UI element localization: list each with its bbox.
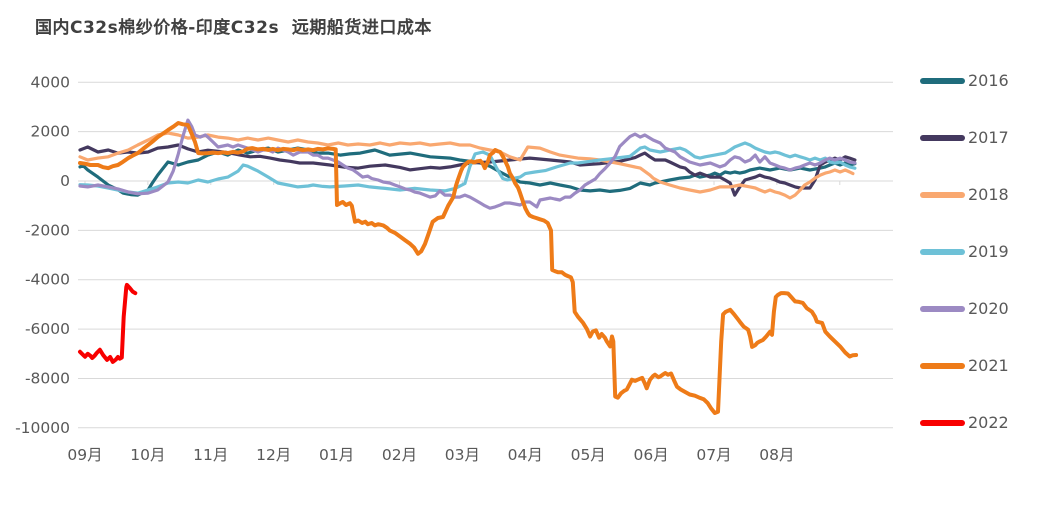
x-axis-tick-label-04月: 04月 <box>508 446 543 464</box>
legend-item-2019: 2019 <box>920 242 1009 262</box>
legend-label: 2022 <box>968 413 1009 432</box>
series-line-2019 <box>78 141 857 195</box>
y-axis-tick-label: -8000 <box>25 369 70 387</box>
x-axis-tick-label-12月: 12月 <box>256 446 291 464</box>
series-line-2018 <box>78 131 855 200</box>
legend-item-2022: 2022 <box>920 413 1009 433</box>
series-line-2022 <box>78 282 138 364</box>
legend-label: 2020 <box>968 299 1009 318</box>
y-axis-tick-label: -4000 <box>25 271 70 289</box>
x-axis-tick-label-07月: 07月 <box>696 446 731 464</box>
y-axis-tick-label: -6000 <box>25 320 70 338</box>
legend-swatch-2019 <box>920 249 965 255</box>
legend-swatch-2020 <box>920 306 965 312</box>
legend-label: 2021 <box>968 356 1009 375</box>
x-axis-tick-label-10月: 10月 <box>130 446 165 464</box>
x-axis-tick-label-01月: 01月 <box>319 446 354 464</box>
y-axis-tick-label: -2000 <box>25 221 70 239</box>
legend-label: 2017 <box>968 128 1009 147</box>
y-axis-tick-label: 4000 <box>31 73 70 91</box>
series-line-2016 <box>78 146 857 197</box>
x-axis-tick-label-05月: 05月 <box>571 446 606 464</box>
legend-item-2020: 2020 <box>920 299 1009 319</box>
x-axis-tick-label-09月: 09月 <box>67 446 102 464</box>
legend-label: 2019 <box>968 242 1009 261</box>
x-axis-tick-label-06月: 06月 <box>633 446 668 464</box>
legend-label: 2018 <box>968 185 1009 204</box>
x-axis-tick-label-03月: 03月 <box>445 446 480 464</box>
legend-swatch-2021 <box>920 363 965 369</box>
series-line-2020 <box>78 118 857 210</box>
y-axis-tick-label: -10000 <box>15 419 70 437</box>
series-line-2021 <box>78 121 859 415</box>
y-axis-tick-label: 0 <box>60 172 70 190</box>
legend-item-2021: 2021 <box>920 356 1009 376</box>
chart-title: 国内C32s棉纱价格-印度C32s 远期船货进口成本 <box>35 18 432 38</box>
x-axis-tick-label-11月: 11月 <box>193 446 228 464</box>
x-axis-tick-label-08月: 08月 <box>759 446 794 464</box>
legend-swatch-2018 <box>920 192 965 198</box>
legend-item-2018: 2018 <box>920 185 1009 205</box>
legend-swatch-2016 <box>920 78 965 84</box>
x-axis-tick-label-02月: 02月 <box>382 446 417 464</box>
legend-item-2016: 2016 <box>920 71 1009 91</box>
legend-item-2017: 2017 <box>920 128 1009 148</box>
legend-label: 2016 <box>968 71 1009 90</box>
legend-swatch-2022 <box>920 420 965 426</box>
y-axis-tick-label: 2000 <box>31 123 70 141</box>
legend-swatch-2017 <box>920 135 965 141</box>
